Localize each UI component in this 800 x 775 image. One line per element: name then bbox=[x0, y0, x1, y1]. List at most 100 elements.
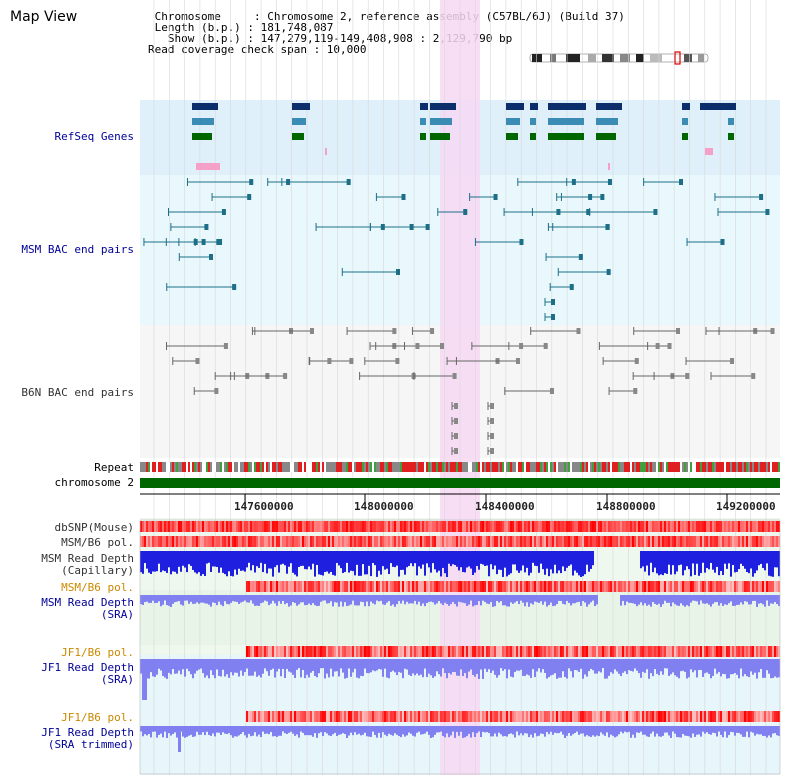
repeat-segment bbox=[226, 462, 228, 472]
read-depth-bar bbox=[466, 726, 468, 737]
read-depth-bar bbox=[248, 551, 250, 563]
bac-pair-end bbox=[247, 194, 252, 200]
polymorphism-segment bbox=[264, 711, 266, 722]
polymorphism-segment bbox=[562, 581, 564, 592]
polymorphism-segment bbox=[588, 521, 590, 532]
read-depth-bar bbox=[532, 595, 534, 605]
read-depth-bar bbox=[572, 726, 574, 735]
read-depth-bar bbox=[456, 726, 458, 732]
read-depth-bar bbox=[664, 659, 666, 669]
polymorphism-segment bbox=[338, 536, 340, 547]
read-depth-bar bbox=[340, 595, 342, 602]
polymorphism-segment bbox=[414, 536, 416, 547]
polymorphism-segment bbox=[728, 711, 730, 722]
polymorphism-segment bbox=[304, 581, 306, 592]
polymorphism-segment bbox=[388, 646, 390, 657]
polymorphism-segment bbox=[690, 581, 692, 592]
polymorphism-segment bbox=[348, 536, 350, 547]
read-depth-bar bbox=[514, 551, 516, 565]
read-depth-bar bbox=[420, 595, 422, 606]
read-depth-bar bbox=[168, 551, 170, 568]
read-depth-bar bbox=[770, 595, 772, 604]
repeat-segment bbox=[644, 462, 646, 472]
read-depth-bar bbox=[476, 659, 478, 674]
polymorphism-segment bbox=[422, 521, 424, 532]
read-depth-bar bbox=[214, 551, 216, 567]
read-depth-bar bbox=[178, 595, 180, 602]
repeat-segment bbox=[766, 462, 768, 472]
read-depth-bar bbox=[542, 595, 544, 605]
read-depth-bar bbox=[422, 726, 424, 735]
repeat-segment bbox=[174, 462, 176, 472]
track-label-refseq-genes[interactable]: RefSeq Genes bbox=[54, 130, 134, 143]
polymorphism-segment bbox=[712, 581, 714, 592]
track-label-msm-bac[interactable]: MSM BAC end pairs bbox=[21, 243, 134, 256]
chromosome-ideogram[interactable] bbox=[528, 51, 714, 65]
read-depth-bar bbox=[294, 659, 296, 679]
read-depth-bar bbox=[206, 659, 208, 676]
polymorphism-segment bbox=[666, 581, 668, 592]
repeat-segment bbox=[280, 462, 282, 472]
repeat-segment bbox=[628, 462, 630, 472]
polymorphism-segment bbox=[510, 581, 512, 592]
polymorphism-segment bbox=[524, 646, 526, 657]
repeat-segment bbox=[690, 462, 692, 472]
polymorphism-segment bbox=[252, 581, 254, 592]
track-label-b6n-bac[interactable]: B6N BAC end pairs bbox=[21, 386, 134, 399]
polymorphism-segment bbox=[642, 646, 644, 657]
read-depth-bar bbox=[150, 726, 152, 738]
polymorphism-segment bbox=[350, 536, 352, 547]
polymorphism-segment bbox=[660, 521, 662, 532]
read-depth-bar bbox=[628, 726, 630, 732]
polymorphism-segment bbox=[498, 581, 500, 592]
read-depth-bar bbox=[506, 595, 508, 607]
read-depth-bar bbox=[380, 595, 382, 601]
read-depth-bar bbox=[304, 595, 306, 606]
polymorphism-segment bbox=[150, 536, 152, 547]
repeat-segment bbox=[372, 462, 374, 472]
polymorphism-segment bbox=[658, 646, 660, 657]
read-depth-bar bbox=[188, 659, 190, 672]
polymorphism-segment bbox=[438, 711, 440, 722]
read-depth-bar bbox=[324, 595, 326, 601]
repeat-segment bbox=[420, 462, 422, 472]
polymorphism-segment bbox=[588, 536, 590, 547]
repeat-segment bbox=[768, 462, 770, 472]
polymorphism-segment bbox=[764, 581, 766, 592]
read-depth-bar bbox=[568, 726, 570, 734]
read-depth-bar bbox=[564, 726, 566, 738]
polymorphism-segment bbox=[344, 536, 346, 547]
polymorphism-segment bbox=[436, 581, 438, 592]
repeat-segment bbox=[210, 462, 212, 472]
read-depth-bar bbox=[366, 726, 368, 737]
track-label-msm-depth-capillary: MSM Read Depth bbox=[41, 552, 134, 565]
polymorphism-segment bbox=[336, 581, 338, 592]
polymorphism-segment bbox=[702, 521, 704, 532]
read-depth-bar bbox=[692, 659, 694, 673]
read-depth-bar bbox=[680, 726, 682, 738]
polymorphism-segment bbox=[400, 646, 402, 657]
repeat-segment bbox=[586, 462, 588, 472]
polymorphism-segment bbox=[482, 536, 484, 547]
polymorphism-segment bbox=[514, 521, 516, 532]
read-depth-bar bbox=[376, 551, 378, 577]
read-depth-bar bbox=[520, 659, 522, 670]
polymorphism-segment bbox=[726, 711, 728, 722]
read-depth-bar bbox=[762, 659, 764, 678]
read-depth-bar bbox=[246, 551, 248, 568]
polymorphism-segment bbox=[750, 646, 752, 657]
read-depth-bar bbox=[310, 659, 312, 673]
track-label-repeat: Repeat bbox=[94, 461, 134, 474]
read-depth-bar bbox=[706, 726, 708, 733]
read-depth-bar bbox=[272, 726, 274, 737]
read-depth-bar bbox=[276, 726, 278, 737]
read-depth-bar bbox=[556, 551, 558, 574]
polymorphism-segment bbox=[222, 536, 224, 547]
read-depth-bar bbox=[174, 726, 176, 733]
gene-glyph bbox=[548, 118, 570, 125]
read-depth-bar bbox=[578, 659, 580, 672]
read-depth-bar bbox=[260, 659, 262, 678]
read-depth-bar bbox=[778, 726, 780, 737]
polymorphism-segment bbox=[306, 646, 308, 657]
